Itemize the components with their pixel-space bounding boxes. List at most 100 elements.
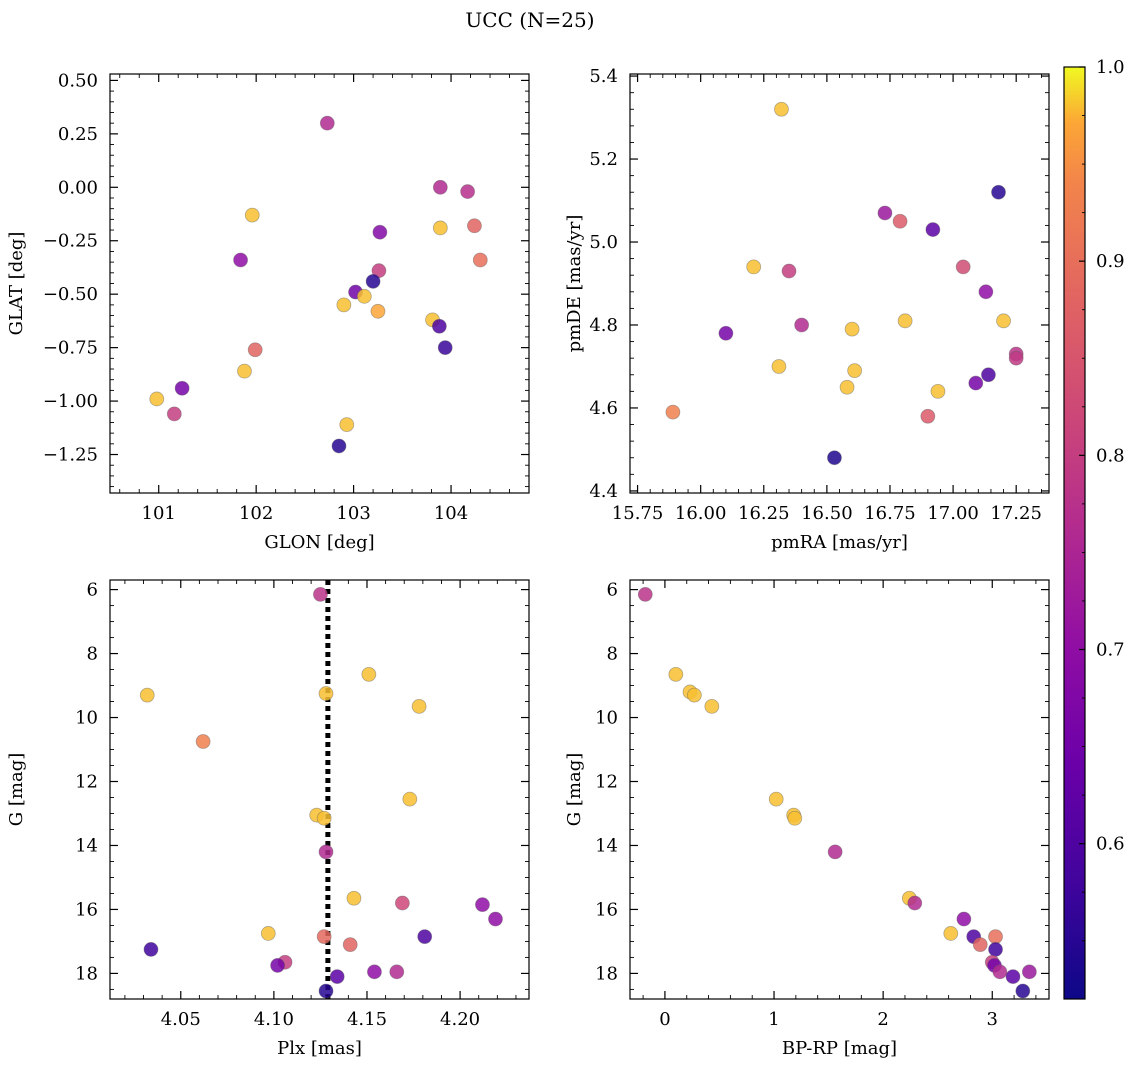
figure-title: UCC (N=25) — [465, 8, 594, 32]
data-point — [925, 222, 941, 237]
data-point — [244, 207, 260, 223]
data-point — [316, 810, 332, 826]
x-tick-label: 16.25 — [738, 503, 790, 524]
y-tick-label: 18 — [75, 963, 98, 984]
x-tick-label: 17.00 — [927, 503, 979, 524]
x-axis-label: pmRA [mas/yr] — [771, 532, 908, 553]
data-point — [827, 844, 843, 860]
data-point — [844, 321, 860, 337]
x-tick-label: 2 — [877, 1009, 888, 1030]
x-tick-label: 4.05 — [161, 1009, 201, 1030]
data-point — [149, 391, 165, 407]
x-axis-label: BP-RP [mag] — [782, 1038, 897, 1059]
data-point — [260, 926, 276, 941]
data-point — [992, 964, 1008, 980]
data-point — [316, 929, 332, 945]
data-point — [981, 367, 996, 383]
panel-glon-glat: 101 102 103 104 −1.25 −1.00 −0.75 −0.50 −0.25 0.0… — [6, 70, 530, 553]
data-point — [367, 964, 382, 980]
data-point — [787, 810, 803, 826]
plot-frame — [109, 579, 530, 1000]
data-point — [313, 586, 328, 602]
data-point — [665, 404, 681, 420]
x-tick-label: 101 — [142, 503, 176, 524]
y-tick-label: −1.25 — [43, 445, 98, 466]
data-point — [431, 318, 447, 334]
data-point — [318, 983, 334, 999]
data-point — [996, 313, 1011, 329]
data-point — [411, 698, 427, 714]
data-point — [637, 586, 653, 602]
data-point — [1008, 350, 1024, 366]
data-point — [768, 791, 784, 807]
data-point — [319, 115, 335, 131]
colorbar-tick-label: 1.0 — [1096, 57, 1125, 78]
data-point — [233, 252, 248, 268]
data-point — [892, 213, 908, 229]
y-tick-label: 18 — [595, 963, 618, 984]
data-layer — [665, 101, 1024, 466]
data-point — [402, 791, 418, 807]
y-tick-label: 10 — [595, 708, 618, 729]
colorbar: 0.6 0.7 0.8 0.9 1.0 — [1063, 57, 1125, 1000]
data-layer — [637, 586, 1037, 999]
data-layer — [139, 580, 503, 999]
y-tick-label: 16 — [75, 899, 98, 920]
colorbar-tick-label: 0.8 — [1096, 445, 1125, 466]
data-point — [704, 698, 720, 714]
y-axis-label: G [mag] — [6, 753, 27, 826]
plot-frame — [629, 73, 1050, 494]
data-point — [394, 895, 410, 911]
data-point — [166, 406, 182, 422]
y-tick-label: 8 — [87, 644, 98, 665]
data-point — [467, 218, 482, 234]
x-axis-label: Plx [mas] — [277, 1038, 362, 1059]
data-point — [339, 417, 355, 432]
data-point — [943, 926, 959, 941]
data-point — [774, 101, 789, 117]
plot-frame — [629, 579, 1050, 1000]
data-point — [920, 408, 936, 424]
y-tick-label: −0.75 — [43, 338, 98, 359]
data-point — [877, 205, 893, 221]
y-tick-label: −1.00 — [43, 391, 98, 412]
data-point — [746, 259, 762, 275]
x-tick-label: 1 — [768, 1009, 779, 1030]
data-point — [475, 897, 490, 913]
x-tick-label: 102 — [239, 503, 273, 524]
y-tick-label: 0.50 — [58, 70, 98, 91]
data-point — [718, 325, 734, 341]
y-tick-label: 12 — [595, 772, 618, 793]
data-point — [488, 911, 503, 927]
x-axis-label: GLON [deg] — [264, 532, 374, 553]
data-point — [432, 220, 448, 236]
x-tick-label: 17.25 — [990, 503, 1042, 524]
y-tick-label: 10 — [75, 708, 98, 729]
data-point — [968, 375, 984, 391]
data-point — [389, 964, 405, 980]
data-point — [847, 363, 863, 379]
x-tick-label: 103 — [336, 503, 370, 524]
y-tick-label: 5.2 — [589, 149, 618, 170]
data-point — [356, 288, 372, 304]
data-point — [342, 937, 358, 953]
y-tick-label: 5.0 — [589, 232, 618, 253]
data-point — [771, 359, 787, 374]
data-point — [686, 687, 702, 703]
data-point — [139, 687, 155, 703]
data-point — [329, 969, 345, 985]
y-tick-label: −0.25 — [43, 231, 98, 252]
data-layer — [149, 115, 488, 454]
panel-plx-g: 4.05 4.10 4.15 4.20 6 8 10 12 14 16 18 Plx [mas] G [… — [6, 579, 530, 1059]
data-point — [668, 666, 684, 682]
data-point — [472, 252, 488, 268]
data-point — [361, 666, 377, 682]
x-tick-label: 4.10 — [254, 1009, 294, 1030]
colorbar-tick-label: 0.9 — [1096, 251, 1125, 272]
data-point — [839, 379, 855, 395]
y-axis-label: pmDE [mas/yr] — [564, 215, 585, 353]
x-tick-label: 16.75 — [864, 503, 916, 524]
data-point — [794, 317, 810, 333]
y-tick-label: 0.25 — [58, 124, 98, 145]
